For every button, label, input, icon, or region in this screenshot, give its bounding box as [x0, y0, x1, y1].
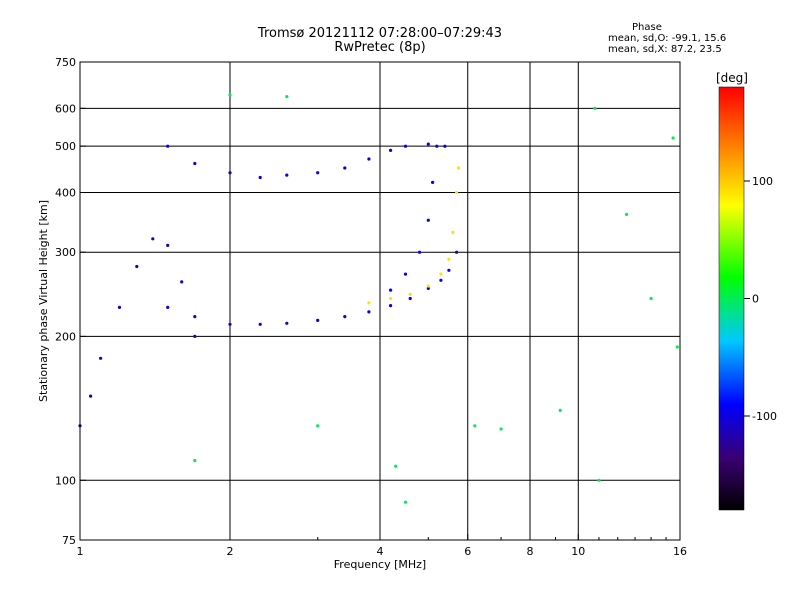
echo-point — [426, 218, 430, 222]
y-tick-label: 750 — [55, 56, 76, 69]
echo-point — [258, 175, 262, 180]
echo-point — [285, 321, 289, 325]
x-tick-label: 10 — [571, 545, 585, 558]
echo-point — [166, 243, 170, 247]
echo-point — [625, 212, 629, 216]
y-tick-label: 75 — [62, 534, 76, 547]
x-tick-label: 1 — [77, 545, 84, 558]
stats-heading: Phase — [632, 22, 662, 33]
x-tick-label: 2 — [227, 545, 234, 558]
x-tick-label: 16 — [673, 545, 687, 558]
echo-point — [403, 144, 408, 148]
echo-point — [180, 280, 184, 284]
echo-point — [343, 166, 347, 170]
echo-point — [89, 394, 93, 398]
echo-point — [193, 458, 197, 463]
echo-point — [447, 257, 451, 261]
echo-point — [193, 161, 197, 166]
y-tick-label: 300 — [55, 246, 76, 259]
echo-point — [193, 315, 197, 319]
echo-point — [473, 424, 477, 428]
echo-point — [455, 190, 459, 195]
echo-point — [451, 230, 455, 234]
colorbar — [718, 86, 745, 511]
echo-point — [193, 334, 197, 338]
echo-point — [649, 296, 653, 301]
echo-point — [316, 318, 320, 322]
echo-point — [316, 424, 320, 428]
echo-point — [558, 408, 562, 412]
echo-point — [431, 180, 435, 184]
echo-point — [403, 500, 408, 504]
echo-point — [117, 305, 122, 309]
echo-point — [258, 322, 262, 326]
y-tick-label: 600 — [55, 102, 76, 115]
echo-point — [99, 356, 103, 360]
echo-point — [367, 310, 371, 314]
colorbar-label: [deg] — [716, 71, 748, 85]
stats-x-mode: mean, sd,X: 87.2, 23.5 — [608, 44, 722, 55]
echo-point — [389, 296, 393, 301]
y-tick-label: 100 — [55, 474, 76, 487]
echo-point — [408, 296, 412, 301]
echo-point — [439, 278, 443, 282]
echo-point — [135, 264, 139, 269]
echo-point — [455, 250, 459, 254]
echo-point — [151, 237, 155, 241]
echo-point — [499, 427, 503, 431]
stats-o-mode: mean, sd,O: -99.1, 15.6 — [608, 33, 727, 44]
colorbar-tick-label: 0 — [752, 293, 759, 306]
echo-point — [285, 173, 289, 177]
echo-point — [417, 250, 422, 254]
echo-point — [228, 171, 232, 175]
echo-point — [367, 157, 371, 161]
echo-point — [403, 272, 408, 276]
echo-point — [426, 284, 430, 288]
echo-point — [593, 106, 597, 110]
echo-point — [367, 301, 371, 305]
echo-point — [597, 478, 601, 482]
echo-point — [408, 292, 412, 296]
echo-point — [228, 93, 232, 97]
echo-point — [389, 288, 393, 292]
x-tick-label: 6 — [464, 545, 471, 558]
y-axis-title: Stationary phase Virtual Height [km] — [37, 200, 50, 402]
echo-point — [671, 136, 675, 140]
echo-point — [447, 268, 451, 272]
x-tick-label: 8 — [527, 545, 534, 558]
x-axis-title: Frequency [MHz] — [334, 558, 426, 571]
echo-point — [443, 144, 447, 148]
echo-point — [316, 171, 320, 175]
y-tick-label: 500 — [55, 140, 76, 153]
echo-point — [166, 305, 170, 309]
echo-point — [285, 95, 289, 99]
y-tick-label: 200 — [55, 330, 76, 343]
echo-point — [675, 345, 679, 349]
chart-subtitle: RwPretec (8p) — [334, 40, 426, 55]
echo-point — [439, 272, 443, 276]
echo-point — [228, 322, 232, 326]
echo-point — [343, 315, 347, 319]
echo-point — [389, 304, 393, 308]
colorbar-tick-label: -100 — [752, 410, 777, 423]
echo-point — [166, 144, 170, 148]
echo-point — [426, 142, 430, 146]
chart-title: Tromsø 20121112 07:28:00–07:29:43 — [257, 26, 503, 41]
colorbar-tick-label: 100 — [752, 175, 773, 188]
echo-point — [456, 166, 461, 170]
x-tick-label: 4 — [377, 545, 384, 558]
echo-point — [394, 464, 398, 468]
echo-point — [426, 286, 430, 290]
echo-point — [389, 148, 393, 152]
y-tick-label: 400 — [55, 186, 76, 199]
echo-point — [435, 144, 439, 148]
